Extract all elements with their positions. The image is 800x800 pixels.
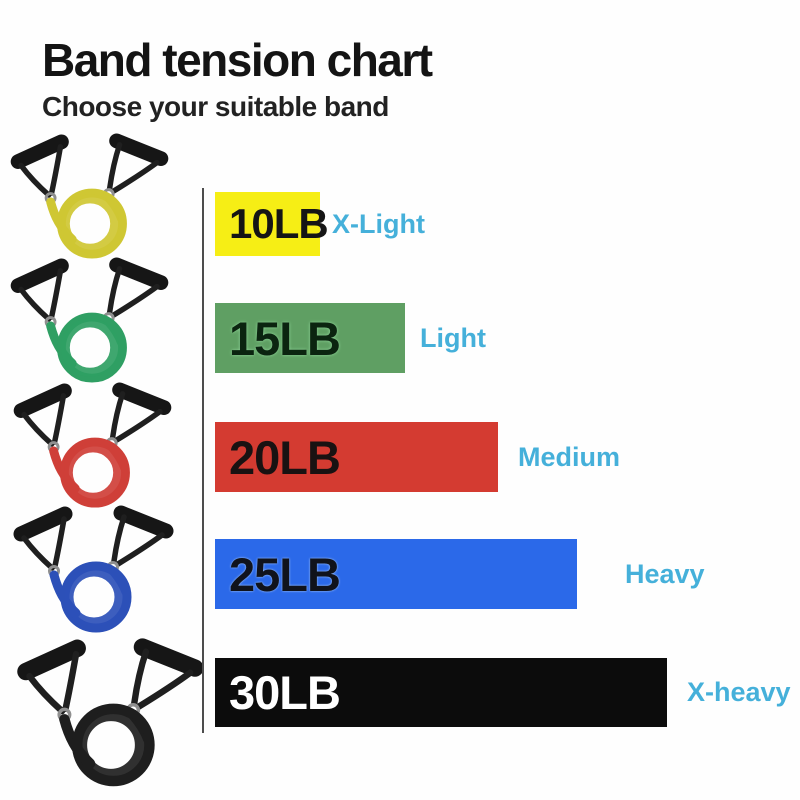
page-title: Band tension chart — [42, 34, 433, 86]
level-label: Medium — [518, 441, 621, 472]
tension-row: 20LB Medium — [0, 422, 800, 492]
level-label: X-heavy — [687, 677, 791, 707]
tension-bar: 25LB — [215, 539, 577, 609]
tension-row: 10LB X-Light — [0, 192, 800, 256]
tension-bar: 15LB — [215, 303, 405, 373]
tension-bar: 30LB — [215, 658, 667, 727]
tension-row: 25LB Heavy — [0, 539, 800, 609]
weight-label: 15LB — [229, 311, 341, 365]
weight-label: 20LB — [229, 430, 341, 484]
level-label: Heavy — [625, 558, 705, 589]
page-subtitle: Choose your suitable band — [42, 91, 389, 123]
tension-bar: 10LB — [215, 192, 329, 256]
level-label: X-Light — [332, 208, 425, 239]
weight-label: 25LB — [229, 547, 341, 601]
axis-line — [202, 188, 204, 733]
tension-row: 15LB Light — [0, 303, 800, 373]
header: Band tension chart Choose your suitable … — [42, 34, 433, 123]
weight-label: 10LB — [229, 200, 329, 247]
level-label: Light — [420, 322, 486, 353]
tension-row: 30LB X-heavy — [0, 658, 800, 727]
tension-bar: 20LB — [215, 422, 498, 492]
weight-label: 30LB — [229, 666, 341, 719]
